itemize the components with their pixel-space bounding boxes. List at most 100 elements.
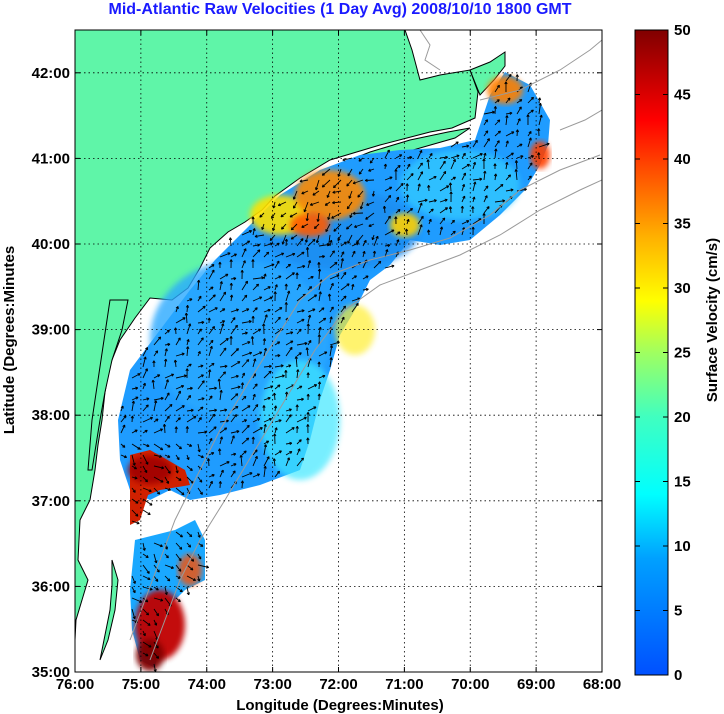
velocity-arrow-head (530, 96, 534, 99)
y-axis: 35:00 36:00 37:00 38:00 39:00 40:00 41:00 42:00 (32, 65, 602, 681)
velocity-arrow (252, 449, 258, 456)
velocity-arrow (369, 157, 375, 164)
velocity-arrow-head (179, 599, 181, 602)
velocity-arrow-head (251, 216, 254, 220)
velocity-arrow (208, 307, 218, 313)
velocity-arrow (175, 353, 185, 357)
velocity-arrow (274, 450, 282, 456)
velocity-arrow-head (262, 405, 265, 408)
velocity-arrow (252, 358, 256, 368)
velocity-arrow-head (473, 181, 476, 185)
velocity-arrow-head (397, 164, 401, 167)
velocity-arrow (197, 374, 204, 379)
velocity-arrow (483, 206, 490, 214)
velocity-arrow (252, 383, 258, 390)
velocity-arrow (340, 272, 347, 280)
velocity-arrow (296, 283, 301, 291)
velocity-arrow (516, 143, 523, 148)
velocity-arrow (472, 153, 483, 159)
velocity-arrow (285, 414, 292, 423)
velocity-arrow (153, 608, 159, 617)
velocity-arrow-head (171, 565, 174, 569)
x-axis-label: Longitude (Degrees:Minutes) (236, 697, 444, 714)
velocity-arrow-head (306, 411, 309, 415)
velocity-arrow-head (235, 374, 239, 377)
velocity-arrow-head (148, 622, 151, 626)
colorbar-tick-label: 35 (674, 216, 691, 233)
velocity-arrow (291, 223, 298, 231)
velocity-arrow-head (135, 386, 138, 389)
velocity-arrow-head (236, 430, 240, 432)
velocity-arrow-head (158, 336, 161, 339)
velocity-arrow (142, 347, 148, 357)
velocity-arrow-head (305, 347, 308, 351)
velocity-arrow (461, 220, 470, 225)
velocity-arrow (263, 251, 270, 258)
velocity-arrow-head (209, 480, 213, 484)
velocity-arrow-head (188, 323, 191, 326)
velocity-arrow-head (212, 294, 216, 296)
velocity-arrow (263, 424, 266, 434)
velocity-arrow-head (466, 144, 469, 147)
velocity-arrow-head (252, 393, 256, 397)
velocity-arrow (472, 162, 476, 170)
velocity-arrow (131, 396, 139, 401)
velocity-arrow (131, 608, 136, 619)
velocity-arrow (164, 329, 170, 335)
velocity-arrow (307, 314, 311, 324)
velocity-arrow (164, 465, 171, 474)
velocity-arrow (505, 162, 508, 170)
velocity-arrow-head (274, 284, 278, 287)
velocity-arrow (208, 362, 215, 368)
velocity-arrow-head (394, 168, 397, 172)
velocity-arrow (175, 531, 183, 538)
velocity-arrow-head (243, 395, 247, 398)
velocity-arrow-head (228, 237, 231, 241)
velocity-arrow-head (352, 250, 356, 254)
velocity-arrow-head (309, 286, 312, 288)
velocity-arrow (131, 400, 135, 412)
velocity-arrow-head (448, 206, 451, 210)
velocity-arrow-head (158, 491, 161, 495)
velocity-arrow-head (406, 218, 409, 222)
velocity-arrow-head (347, 241, 351, 244)
velocity-arrow (208, 413, 215, 423)
velocity-arrow-head (156, 587, 159, 591)
velocity-arrow (274, 307, 283, 313)
velocity-arrow-head (233, 452, 236, 455)
velocity-arrow (384, 176, 393, 181)
velocity-arrow (318, 326, 322, 335)
velocity-arrow (472, 181, 476, 192)
velocity-arrow (241, 405, 251, 412)
x-tick-label: 74:00 (188, 676, 226, 693)
velocity-arrow-head (266, 456, 270, 459)
velocity-arrow-head (263, 347, 267, 351)
velocity-arrow-head (514, 169, 517, 172)
velocity-arrow-head (200, 337, 204, 340)
velocity-arrow (208, 346, 213, 357)
velocity-arrow-head (136, 513, 139, 517)
x-tick-label: 71:00 (385, 676, 423, 693)
velocity-arrow (384, 265, 395, 269)
velocity-arrow-head (157, 655, 159, 659)
velocity-arrow-head (242, 260, 246, 263)
velocity-arrow-head (182, 492, 185, 495)
velocity-arrow (285, 263, 291, 269)
velocity-arrow-head (537, 97, 541, 101)
velocity-arrow-head (209, 438, 213, 441)
velocity-arrow-head (257, 243, 260, 246)
velocity-arrow (197, 305, 206, 313)
velocity-arrow (251, 336, 254, 346)
velocity-arrow (351, 303, 359, 313)
velocity-arrow (317, 212, 320, 222)
velocity-arrow-head (137, 521, 140, 524)
velocity-arrow-head (148, 577, 151, 580)
velocity-arrow-head (253, 358, 256, 361)
velocity-arrow-head (306, 372, 309, 376)
velocity-arrow (175, 385, 184, 390)
velocity-arrow-head (300, 238, 304, 240)
velocity-arrow (395, 154, 402, 159)
velocity-arrow (197, 542, 204, 547)
velocity-arrow (131, 373, 141, 379)
velocity-arrow (315, 179, 320, 191)
